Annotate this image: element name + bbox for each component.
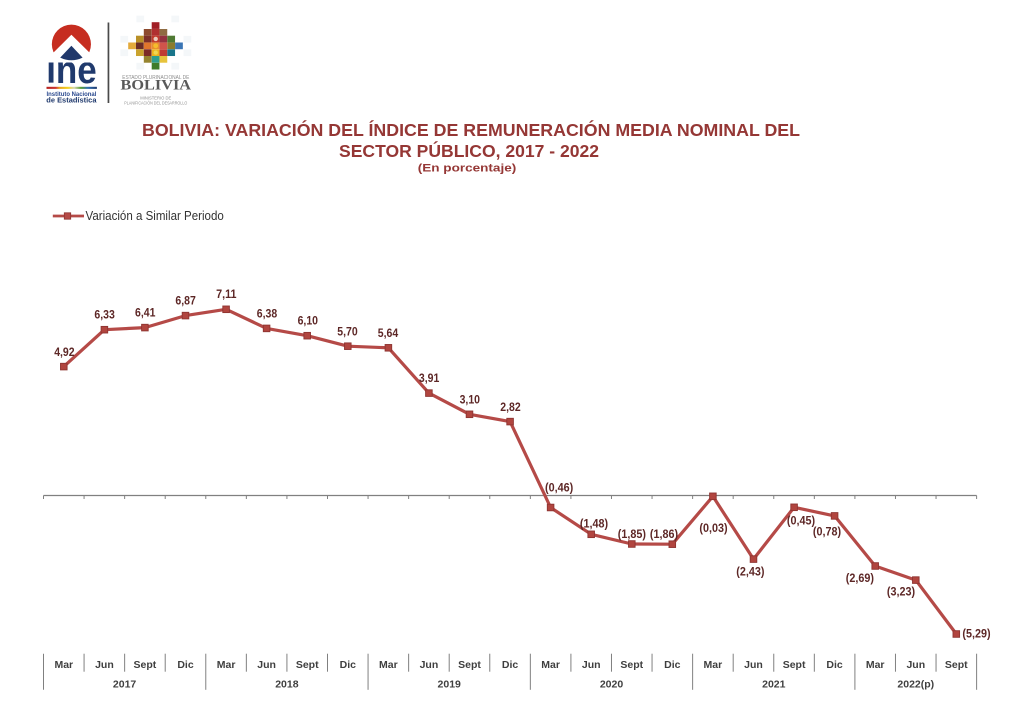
- svg-text:(3,23): (3,23): [887, 585, 915, 599]
- svg-text:6,41: 6,41: [135, 306, 156, 320]
- svg-text:(0,46): (0,46): [545, 480, 573, 494]
- svg-text:de Estadística: de Estadística: [46, 96, 97, 105]
- svg-text:SECTOR PÚBLICO, 2017 - 2022: SECTOR PÚBLICO, 2017 - 2022: [339, 140, 599, 161]
- svg-text:Instituto Nacional: Instituto Nacional: [47, 91, 97, 98]
- svg-text:(En porcentaje): (En porcentaje): [418, 163, 517, 175]
- svg-text:(0,45): (0,45): [787, 514, 815, 528]
- svg-text:6,10: 6,10: [298, 314, 319, 328]
- svg-text:5,64: 5,64: [378, 326, 399, 340]
- svg-text:(0,03): (0,03): [699, 521, 727, 535]
- svg-text:5,70: 5,70: [337, 324, 358, 338]
- svg-text:3,91: 3,91: [419, 371, 440, 385]
- svg-text:2020: 2020: [600, 678, 624, 690]
- svg-text:Jun: Jun: [420, 659, 439, 671]
- svg-text:Variación a Similar Periodo: Variación a Similar Periodo: [86, 209, 224, 223]
- svg-text:(2,69): (2,69): [846, 571, 874, 585]
- svg-text:BOLIVIA: BOLIVIA: [121, 78, 192, 94]
- svg-text:2,82: 2,82: [500, 400, 521, 414]
- svg-text:6,38: 6,38: [257, 307, 278, 321]
- svg-text:Jun: Jun: [95, 659, 114, 671]
- svg-text:Dic: Dic: [340, 659, 357, 671]
- svg-text:(5,29): (5,29): [962, 627, 990, 641]
- svg-text:2019: 2019: [438, 678, 462, 690]
- svg-text:ine: ine: [46, 49, 97, 92]
- svg-text:Mar: Mar: [704, 659, 723, 671]
- svg-text:Dic: Dic: [502, 659, 519, 671]
- svg-text:Dic: Dic: [826, 659, 843, 671]
- svg-text:Jun: Jun: [582, 659, 601, 671]
- svg-text:ESTADO PLURINACIONAL DE: ESTADO PLURINACIONAL DE: [122, 75, 189, 81]
- svg-text:Mar: Mar: [541, 659, 560, 671]
- svg-text:Jun: Jun: [906, 659, 925, 671]
- svg-text:Mar: Mar: [217, 659, 236, 671]
- svg-text:PLANIFICACIÓN DEL DESARROLLO: PLANIFICACIÓN DEL DESARROLLO: [124, 99, 187, 105]
- svg-text:Sept: Sept: [296, 659, 319, 671]
- svg-text:Dic: Dic: [177, 659, 194, 671]
- svg-text:Sept: Sept: [620, 659, 643, 671]
- svg-text:4,92: 4,92: [54, 345, 75, 359]
- svg-text:Sept: Sept: [945, 659, 968, 671]
- svg-text:(0,78): (0,78): [813, 525, 841, 539]
- svg-text:2022(p): 2022(p): [897, 678, 934, 690]
- svg-text:Sept: Sept: [134, 659, 157, 671]
- svg-text:Sept: Sept: [783, 659, 806, 671]
- svg-text:Mar: Mar: [379, 659, 398, 671]
- svg-text:MINISTERIO DE: MINISTERIO DE: [140, 96, 171, 101]
- svg-text:2017: 2017: [113, 678, 137, 690]
- svg-text:2021: 2021: [762, 678, 786, 690]
- svg-text:3,10: 3,10: [460, 393, 481, 407]
- svg-text:Mar: Mar: [866, 659, 885, 671]
- svg-text:(1,85): (1,85): [618, 527, 646, 541]
- svg-text:(2,43): (2,43): [736, 565, 764, 579]
- svg-text:(1,48): (1,48): [580, 516, 608, 530]
- svg-text:BOLIVIA: VARIACIÓN DEL ÍNDICE: BOLIVIA: VARIACIÓN DEL ÍNDICE DE REMUNER…: [142, 119, 800, 140]
- svg-text:Dic: Dic: [664, 659, 681, 671]
- svg-text:Jun: Jun: [257, 659, 276, 671]
- svg-text:6,87: 6,87: [175, 294, 196, 308]
- svg-text:Jun: Jun: [744, 659, 763, 671]
- svg-text:(1,86): (1,86): [650, 527, 678, 541]
- svg-text:2018: 2018: [275, 678, 299, 690]
- svg-text:7,11: 7,11: [216, 287, 237, 301]
- svg-text:Mar: Mar: [54, 659, 73, 671]
- svg-text:6,33: 6,33: [94, 308, 115, 322]
- svg-text:Sept: Sept: [458, 659, 481, 671]
